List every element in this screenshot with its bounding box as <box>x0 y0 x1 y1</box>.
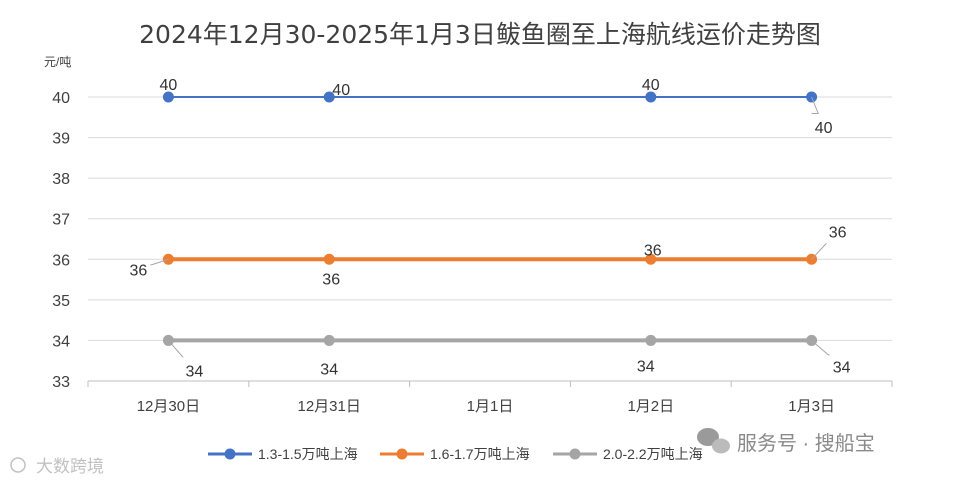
legend-marker <box>569 448 581 460</box>
data-point <box>162 91 174 103</box>
x-tick-label: 1月1日 <box>467 398 514 415</box>
data-label: 40 <box>642 77 660 94</box>
y-tick-label: 35 <box>52 293 70 310</box>
x-tick-label: 1月3日 <box>788 398 835 415</box>
y-tick-label: 38 <box>52 171 70 188</box>
label-leader-line <box>811 340 830 356</box>
legend-marker <box>224 448 236 460</box>
legend-label: 1.3-1.5万吨上海 <box>258 446 358 462</box>
x-tick-label: 1月2日 <box>627 398 674 415</box>
label-leader-line <box>168 340 184 358</box>
data-point <box>645 91 657 103</box>
x-tick-label: 12月30日 <box>137 398 200 415</box>
data-point <box>323 334 335 346</box>
legend-label: 2.0-2.2万吨上海 <box>603 446 703 462</box>
data-label: 34 <box>833 359 851 376</box>
data-point <box>645 334 657 346</box>
data-label: 34 <box>186 363 204 380</box>
y-tick-label: 40 <box>52 90 70 107</box>
wechat-icon <box>697 428 730 454</box>
data-label: 36 <box>322 271 340 288</box>
y-tick-label: 33 <box>52 374 70 391</box>
label-leader-line <box>811 243 828 260</box>
watermark-right: 服务号 · 搜船宝 <box>697 428 875 455</box>
weibo-icon <box>10 457 26 473</box>
data-label: 40 <box>332 82 350 99</box>
chart-title: 2024年12月30-2025年1月3日鲅鱼圈至上海航线运价走势图 <box>139 20 821 49</box>
y-axis-unit: 元/吨 <box>44 55 71 69</box>
data-label: 40 <box>160 77 178 94</box>
label-leader-line <box>811 96 819 114</box>
gridlines <box>88 96 892 382</box>
legend-label: 1.6-1.7万吨上海 <box>430 446 530 462</box>
y-tick-label: 37 <box>52 212 70 229</box>
watermark-left: 大数跨境 <box>10 457 104 476</box>
watermark-left-text: 大数跨境 <box>36 457 104 476</box>
y-tick-label: 39 <box>52 131 70 148</box>
data-label: 36 <box>644 242 662 259</box>
watermark-right-text: 服务号 · 搜船宝 <box>737 432 875 455</box>
data-label: 36 <box>829 224 847 241</box>
data-labels: 40 40 40 40 36 36 36 36 34 34 34 34 <box>130 77 851 380</box>
data-label: 34 <box>637 358 655 375</box>
label-leader-line <box>150 258 169 266</box>
x-axis-ticks: 12月30日 12月31日 1月1日 1月2日 1月3日 <box>87 381 893 415</box>
y-axis-ticks: 33 34 35 36 37 38 39 40 <box>52 90 70 391</box>
data-label: 34 <box>320 361 338 378</box>
data-point <box>323 253 335 265</box>
data-point <box>323 91 335 103</box>
legend-marker <box>396 448 408 460</box>
data-label: 40 <box>815 120 833 137</box>
data-point <box>645 253 657 265</box>
y-tick-label: 36 <box>52 252 70 269</box>
y-tick-label: 34 <box>52 333 70 350</box>
x-tick-label: 12月31日 <box>298 398 361 415</box>
legend: 1.3-1.5万吨上海 1.6-1.7万吨上海 2.0-2.2万吨上海 <box>208 446 703 462</box>
data-label: 36 <box>130 262 148 279</box>
